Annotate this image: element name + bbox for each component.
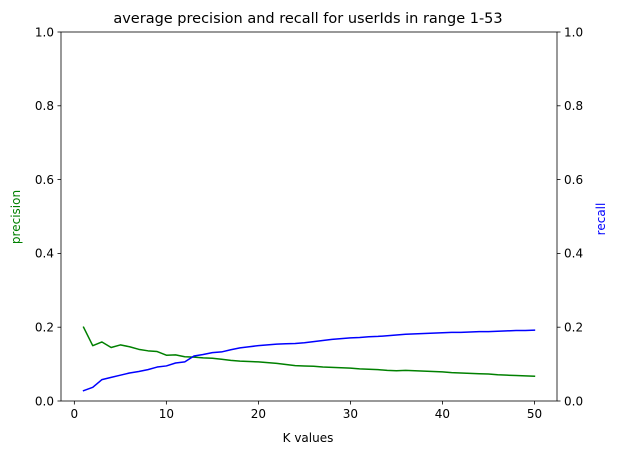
y-tick-label-right: 1.0: [564, 25, 583, 39]
axes: 0 10 20 30 40 50 0.0 0.2 0.4 0.6 0.8 1.0 0.0 0.2 0.4 0.…: [35, 25, 583, 421]
x-tick-label: 50: [527, 407, 542, 421]
y-tick-label-left: 0.6: [35, 173, 54, 187]
y-tick-label-left: 0.8: [35, 99, 54, 113]
y-tick-label-left: 1.0: [35, 25, 54, 39]
y-tick-label-right: 0.4: [564, 247, 583, 261]
series-line-recall: [82, 329, 536, 392]
x-tick-label: 20: [251, 407, 266, 421]
y-tick-label-right: 0.0: [564, 394, 583, 408]
y-tick-label-left: 0.4: [35, 247, 54, 261]
x-tick-label: 30: [343, 407, 358, 421]
x-tick-label: 40: [435, 407, 450, 421]
y-tick-label-right: 0.8: [564, 99, 583, 113]
chart-title: average precision and recall for userIds…: [113, 11, 502, 27]
plot-area: [82, 326, 536, 392]
x-axis-label: K values: [283, 431, 334, 445]
x-tick-label: 0: [71, 407, 79, 421]
y-axis-label-precision: precision: [9, 190, 23, 244]
y-tick-label-right: 0.2: [564, 321, 583, 335]
series-line-precision: [82, 326, 536, 378]
y-tick-label-left: 0.2: [35, 321, 54, 335]
x-tick-label: 10: [159, 407, 174, 421]
y-tick-label-left: 0.0: [35, 394, 54, 408]
y-tick-label-right: 0.6: [564, 173, 583, 187]
plot-frame: [60, 31, 558, 402]
y-axis-label-recall: recall: [594, 203, 608, 236]
